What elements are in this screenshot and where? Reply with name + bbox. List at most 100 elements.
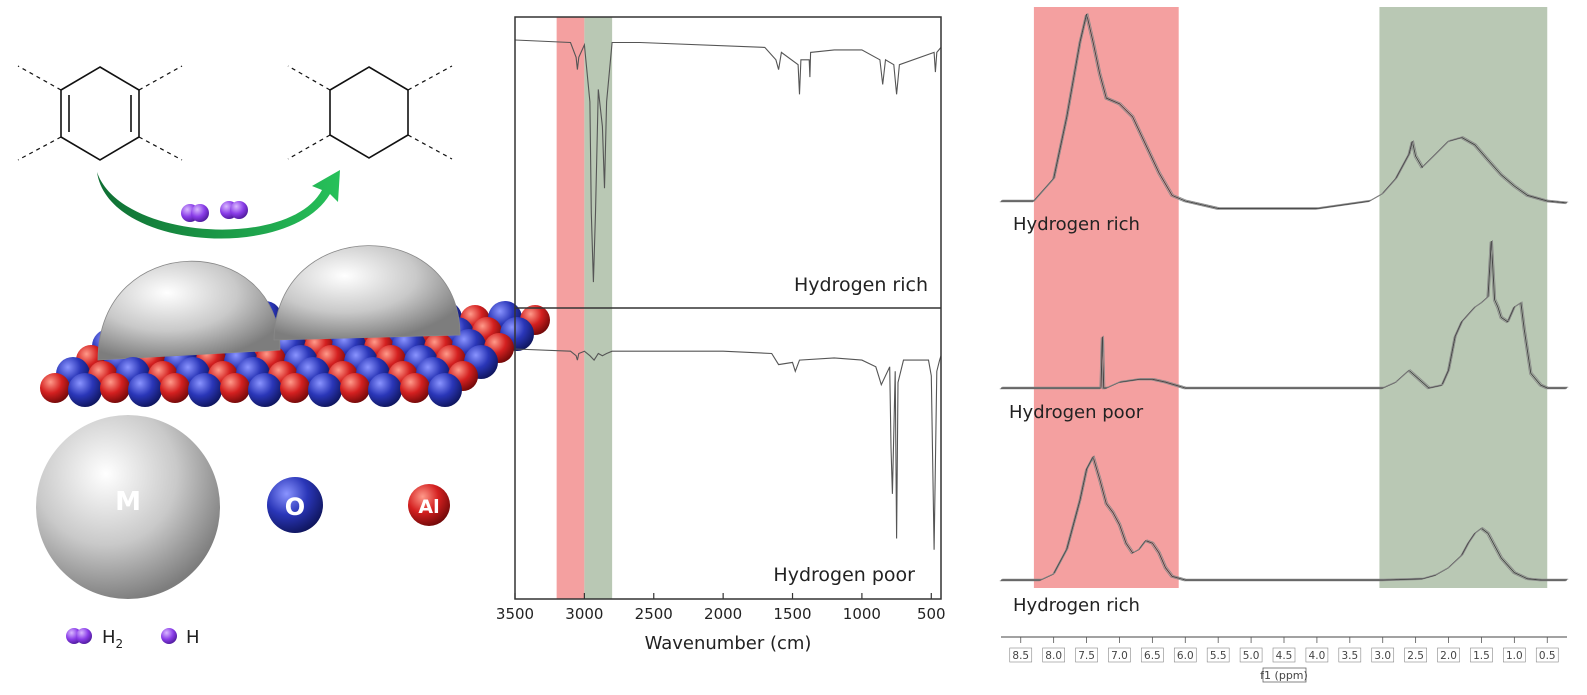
aluminum-atom — [160, 373, 190, 403]
aluminum-atom — [400, 373, 430, 403]
nmr-axis-title-box — [1262, 667, 1307, 683]
nmr-x-tick-label-14: 1.5 — [1473, 650, 1490, 662]
nmr-x-tick-label-6: 5.5 — [1210, 650, 1227, 662]
nmr-x-tick-box-7 — [1239, 647, 1263, 663]
catalysis-schematic: M O Al H2 H — [17, 65, 550, 651]
sphere-legend: M O Al — [36, 415, 450, 599]
h-legend-label: H — [186, 627, 200, 648]
nmr-x-tick-label-3: 7.0 — [1111, 650, 1128, 662]
aluminum-atom — [40, 373, 70, 403]
oxygen-label: O — [285, 493, 305, 521]
ir-x-tick-label-6: 500 — [917, 605, 946, 623]
nmr-band-0 — [1033, 7, 1179, 588]
ir-x-tick-label-2: 2500 — [635, 605, 673, 623]
nmr-series-2 — [1001, 455, 1567, 581]
oxide-support-front-row — [40, 357, 478, 407]
metal-label: M — [115, 487, 141, 517]
cyclohexane-structure — [287, 65, 453, 160]
ir-x-tick-label-4: 1500 — [773, 605, 811, 623]
nmr-panel-label-rich-top: Hydrogen rich — [1013, 214, 1140, 235]
ir-x-tick-label-0: 3500 — [496, 605, 534, 623]
nmr-panel-label-poor: Hydrogen poor — [1009, 402, 1144, 423]
nmr-x-tick-label-13: 2.0 — [1440, 650, 1457, 662]
nmr-x-tick-box-6 — [1206, 647, 1230, 663]
nmr-x-tick-label-0: 8.5 — [1012, 650, 1029, 662]
nmr-x-tick-box-4 — [1141, 647, 1164, 663]
nmr-x-tick-label-4: 6.5 — [1144, 650, 1161, 662]
ir-x-axis-title: Wavenumber (cm) — [645, 633, 812, 654]
nmr-x-axis-title: f1 (ppm) — [1260, 669, 1308, 682]
nmr-x-tick-box-5 — [1173, 647, 1197, 663]
ir-x-tick-label-3: 2000 — [704, 605, 742, 623]
h2-molecules — [181, 201, 248, 222]
nmr-x-tick-box-0 — [1009, 647, 1033, 663]
ir-x-tick-label-1: 3000 — [565, 605, 603, 623]
ir-series-1 — [514, 348, 942, 550]
nmr-x-tick-label-12: 2.5 — [1407, 650, 1424, 662]
nmr-x-tick-box-2 — [1075, 647, 1098, 663]
nmr-x-tick-label-1: 8.0 — [1045, 650, 1062, 662]
nmr-x-tick-box-13 — [1437, 647, 1460, 663]
aluminum-atom — [100, 373, 130, 403]
metal-sphere — [36, 415, 220, 599]
benzene-structure — [17, 65, 183, 161]
nmr-spectrum-chart: Hydrogen rich Hydrogen poor Hydrogen ric… — [999, 7, 1569, 683]
ir-x-axis: 3500 3000 2500 2000 1500 1000 500 — [496, 593, 946, 623]
oxygen-atom — [308, 373, 342, 407]
nmr-highlight-bands — [1033, 7, 1548, 588]
nmr-series-2-shadow-0 — [999, 456, 1566, 582]
aluminum-label: Al — [418, 496, 439, 518]
nmr-x-tick-box-11 — [1371, 647, 1395, 663]
nmr-x-tick-box-12 — [1404, 647, 1427, 663]
svg-text:H2: H2 — [102, 627, 123, 651]
oxygen-atom — [368, 373, 402, 407]
aluminum-sphere — [408, 484, 450, 526]
nmr-x-tick-label-15: 1.0 — [1506, 650, 1523, 662]
ir-panel-label-poor: Hydrogen poor — [773, 564, 915, 586]
nmr-x-tick-label-11: 3.0 — [1374, 650, 1391, 662]
ir-x-tick-label-5: 1000 — [843, 605, 881, 623]
ir-panel-label-rich: Hydrogen rich — [794, 274, 928, 296]
aluminum-atom — [220, 373, 250, 403]
nmr-series-0 — [1001, 13, 1568, 209]
nmr-x-tick-box-14 — [1470, 647, 1493, 663]
nmr-x-tick-label-16: 0.5 — [1539, 650, 1556, 662]
hydrogen-legend: H2 H — [66, 627, 200, 651]
nmr-band-1 — [1379, 7, 1548, 588]
nmr-x-tick-label-2: 7.5 — [1078, 650, 1095, 662]
oxygen-sphere — [267, 477, 323, 533]
nmr-x-tick-box-3 — [1108, 647, 1131, 663]
metal-nanoparticles — [97, 245, 461, 361]
nmr-x-tick-label-5: 6.0 — [1177, 650, 1194, 662]
nmr-x-tick-box-15 — [1503, 647, 1526, 663]
oxygen-atom — [128, 373, 162, 407]
oxygen-atom — [188, 373, 222, 407]
oxygen-atom — [428, 373, 462, 407]
oxygen-atom — [68, 373, 102, 407]
aluminum-atom — [340, 373, 370, 403]
nmr-series-0-shadow-2 — [1002, 13, 1569, 209]
hydrogenation-arrow — [97, 170, 340, 239]
nmr-series-1-shadow-2 — [1002, 240, 1569, 388]
h2-legend-label: H — [102, 627, 116, 648]
nmr-x-tick-box-9 — [1305, 647, 1329, 663]
nmr-x-tick-box-1 — [1042, 647, 1065, 663]
h2-legend-subscript: 2 — [116, 637, 124, 651]
nmr-x-tick-box-10 — [1338, 647, 1362, 663]
nmr-x-tick-label-7: 5.0 — [1243, 650, 1260, 662]
h-legend-icon — [161, 628, 177, 644]
ir-spectrum-chart: 3500 3000 2500 2000 1500 1000 500 Hydrogen ric… — [496, 16, 946, 654]
nmr-x-tick-label-9: 4.0 — [1309, 650, 1326, 662]
nmr-x-axis: 8.5 8.0 7.5 7.0 6.5 6.0 5.5 5.0 4.5 4.0 3.5 3.0 2.5 2… — [1009, 637, 1559, 663]
nmr-series-2-shadow-2 — [1002, 455, 1569, 580]
nmr-x-tick-box-8 — [1272, 647, 1296, 663]
oxygen-atom — [248, 373, 282, 407]
aluminum-atom — [280, 373, 310, 403]
nmr-panel-label-rich-bottom: Hydrogen rich — [1013, 595, 1140, 616]
nmr-x-tick-label-8: 4.5 — [1276, 650, 1293, 662]
ir-series-lines — [514, 39, 942, 550]
ir-series-0 — [514, 39, 942, 283]
nmr-series-0-shadow-0 — [999, 14, 1566, 210]
